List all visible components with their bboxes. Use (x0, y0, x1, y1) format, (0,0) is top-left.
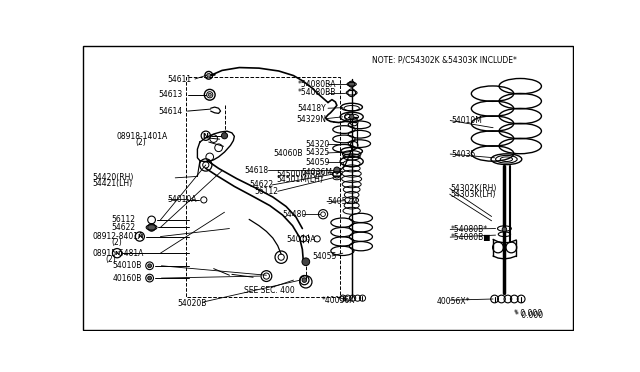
Text: 54325: 54325 (306, 148, 330, 157)
Text: 54010A: 54010A (168, 195, 197, 204)
Text: 54320: 54320 (306, 140, 330, 149)
Text: 54501M(LH): 54501M(LH) (276, 175, 323, 184)
Text: * 0.000: * 0.000 (515, 309, 543, 318)
Text: 54480: 54480 (283, 210, 307, 219)
Text: (2): (2) (136, 138, 147, 147)
Text: 54613: 54613 (158, 90, 182, 99)
Text: 56112: 56112 (254, 187, 278, 196)
Text: 54060B: 54060B (274, 149, 303, 158)
Text: 56112: 56112 (111, 215, 135, 224)
Circle shape (148, 276, 152, 280)
Circle shape (148, 264, 152, 268)
Text: * 0.000: * 0.000 (515, 311, 543, 320)
Text: 54020B: 54020B (178, 298, 207, 308)
Text: 54052M: 54052M (327, 197, 358, 206)
Bar (186, 77, 340, 297)
Text: 54500M(RH): 54500M(RH) (276, 170, 324, 179)
Circle shape (302, 258, 310, 266)
Text: *54080B*: *54080B* (451, 225, 488, 234)
Text: *54080BA: *54080BA (298, 80, 336, 89)
Text: NOTE: P/C54302K &54303K INCLUDE*: NOTE: P/C54302K &54303K INCLUDE* (372, 56, 517, 65)
Text: (2): (2) (111, 238, 122, 247)
Text: 54010B: 54010B (112, 261, 141, 270)
Text: 54010A: 54010A (286, 235, 316, 244)
Text: SEE SEC. 400: SEE SEC. 400 (244, 286, 295, 295)
Text: 54036M: 54036M (301, 169, 332, 177)
Text: 54618: 54618 (244, 166, 268, 174)
Text: *40056X: *40056X (322, 296, 356, 305)
Text: 08915-5481A: 08915-5481A (92, 248, 144, 258)
Circle shape (334, 167, 340, 173)
Circle shape (349, 81, 355, 87)
Text: 54418Y: 54418Y (298, 104, 326, 113)
Text: 54622: 54622 (111, 223, 135, 232)
Text: *54080BB: *54080BB (298, 88, 336, 97)
Text: (2): (2) (105, 255, 116, 264)
Text: 54302K(RH): 54302K(RH) (450, 184, 497, 193)
Text: 54303K(LH): 54303K(LH) (450, 190, 495, 199)
Circle shape (207, 73, 211, 77)
Circle shape (208, 93, 211, 96)
Text: 54421(LH): 54421(LH) (92, 179, 132, 188)
Text: 54035: 54035 (451, 150, 476, 158)
Circle shape (221, 133, 228, 139)
Text: 08912-8401A: 08912-8401A (92, 232, 144, 241)
Text: 54059: 54059 (306, 158, 330, 167)
Text: 08918-1401A: 08918-1401A (116, 132, 167, 141)
Circle shape (349, 115, 354, 119)
Text: 54329N: 54329N (296, 115, 326, 124)
Circle shape (302, 278, 307, 282)
Text: N: N (115, 251, 120, 256)
Text: 54420(RH): 54420(RH) (92, 173, 134, 182)
Text: 54614: 54614 (158, 107, 182, 116)
Text: 54622: 54622 (249, 180, 273, 189)
Text: 40160B: 40160B (112, 273, 141, 283)
Circle shape (502, 227, 507, 232)
Text: *54080B■: *54080B■ (451, 232, 492, 242)
Text: 54055: 54055 (312, 251, 337, 260)
Text: 40056X*: 40056X* (436, 297, 470, 307)
Text: N: N (137, 234, 143, 239)
Text: N: N (203, 133, 209, 139)
Text: 54611: 54611 (168, 74, 192, 83)
Circle shape (148, 224, 156, 231)
Text: 54010M: 54010M (451, 116, 482, 125)
